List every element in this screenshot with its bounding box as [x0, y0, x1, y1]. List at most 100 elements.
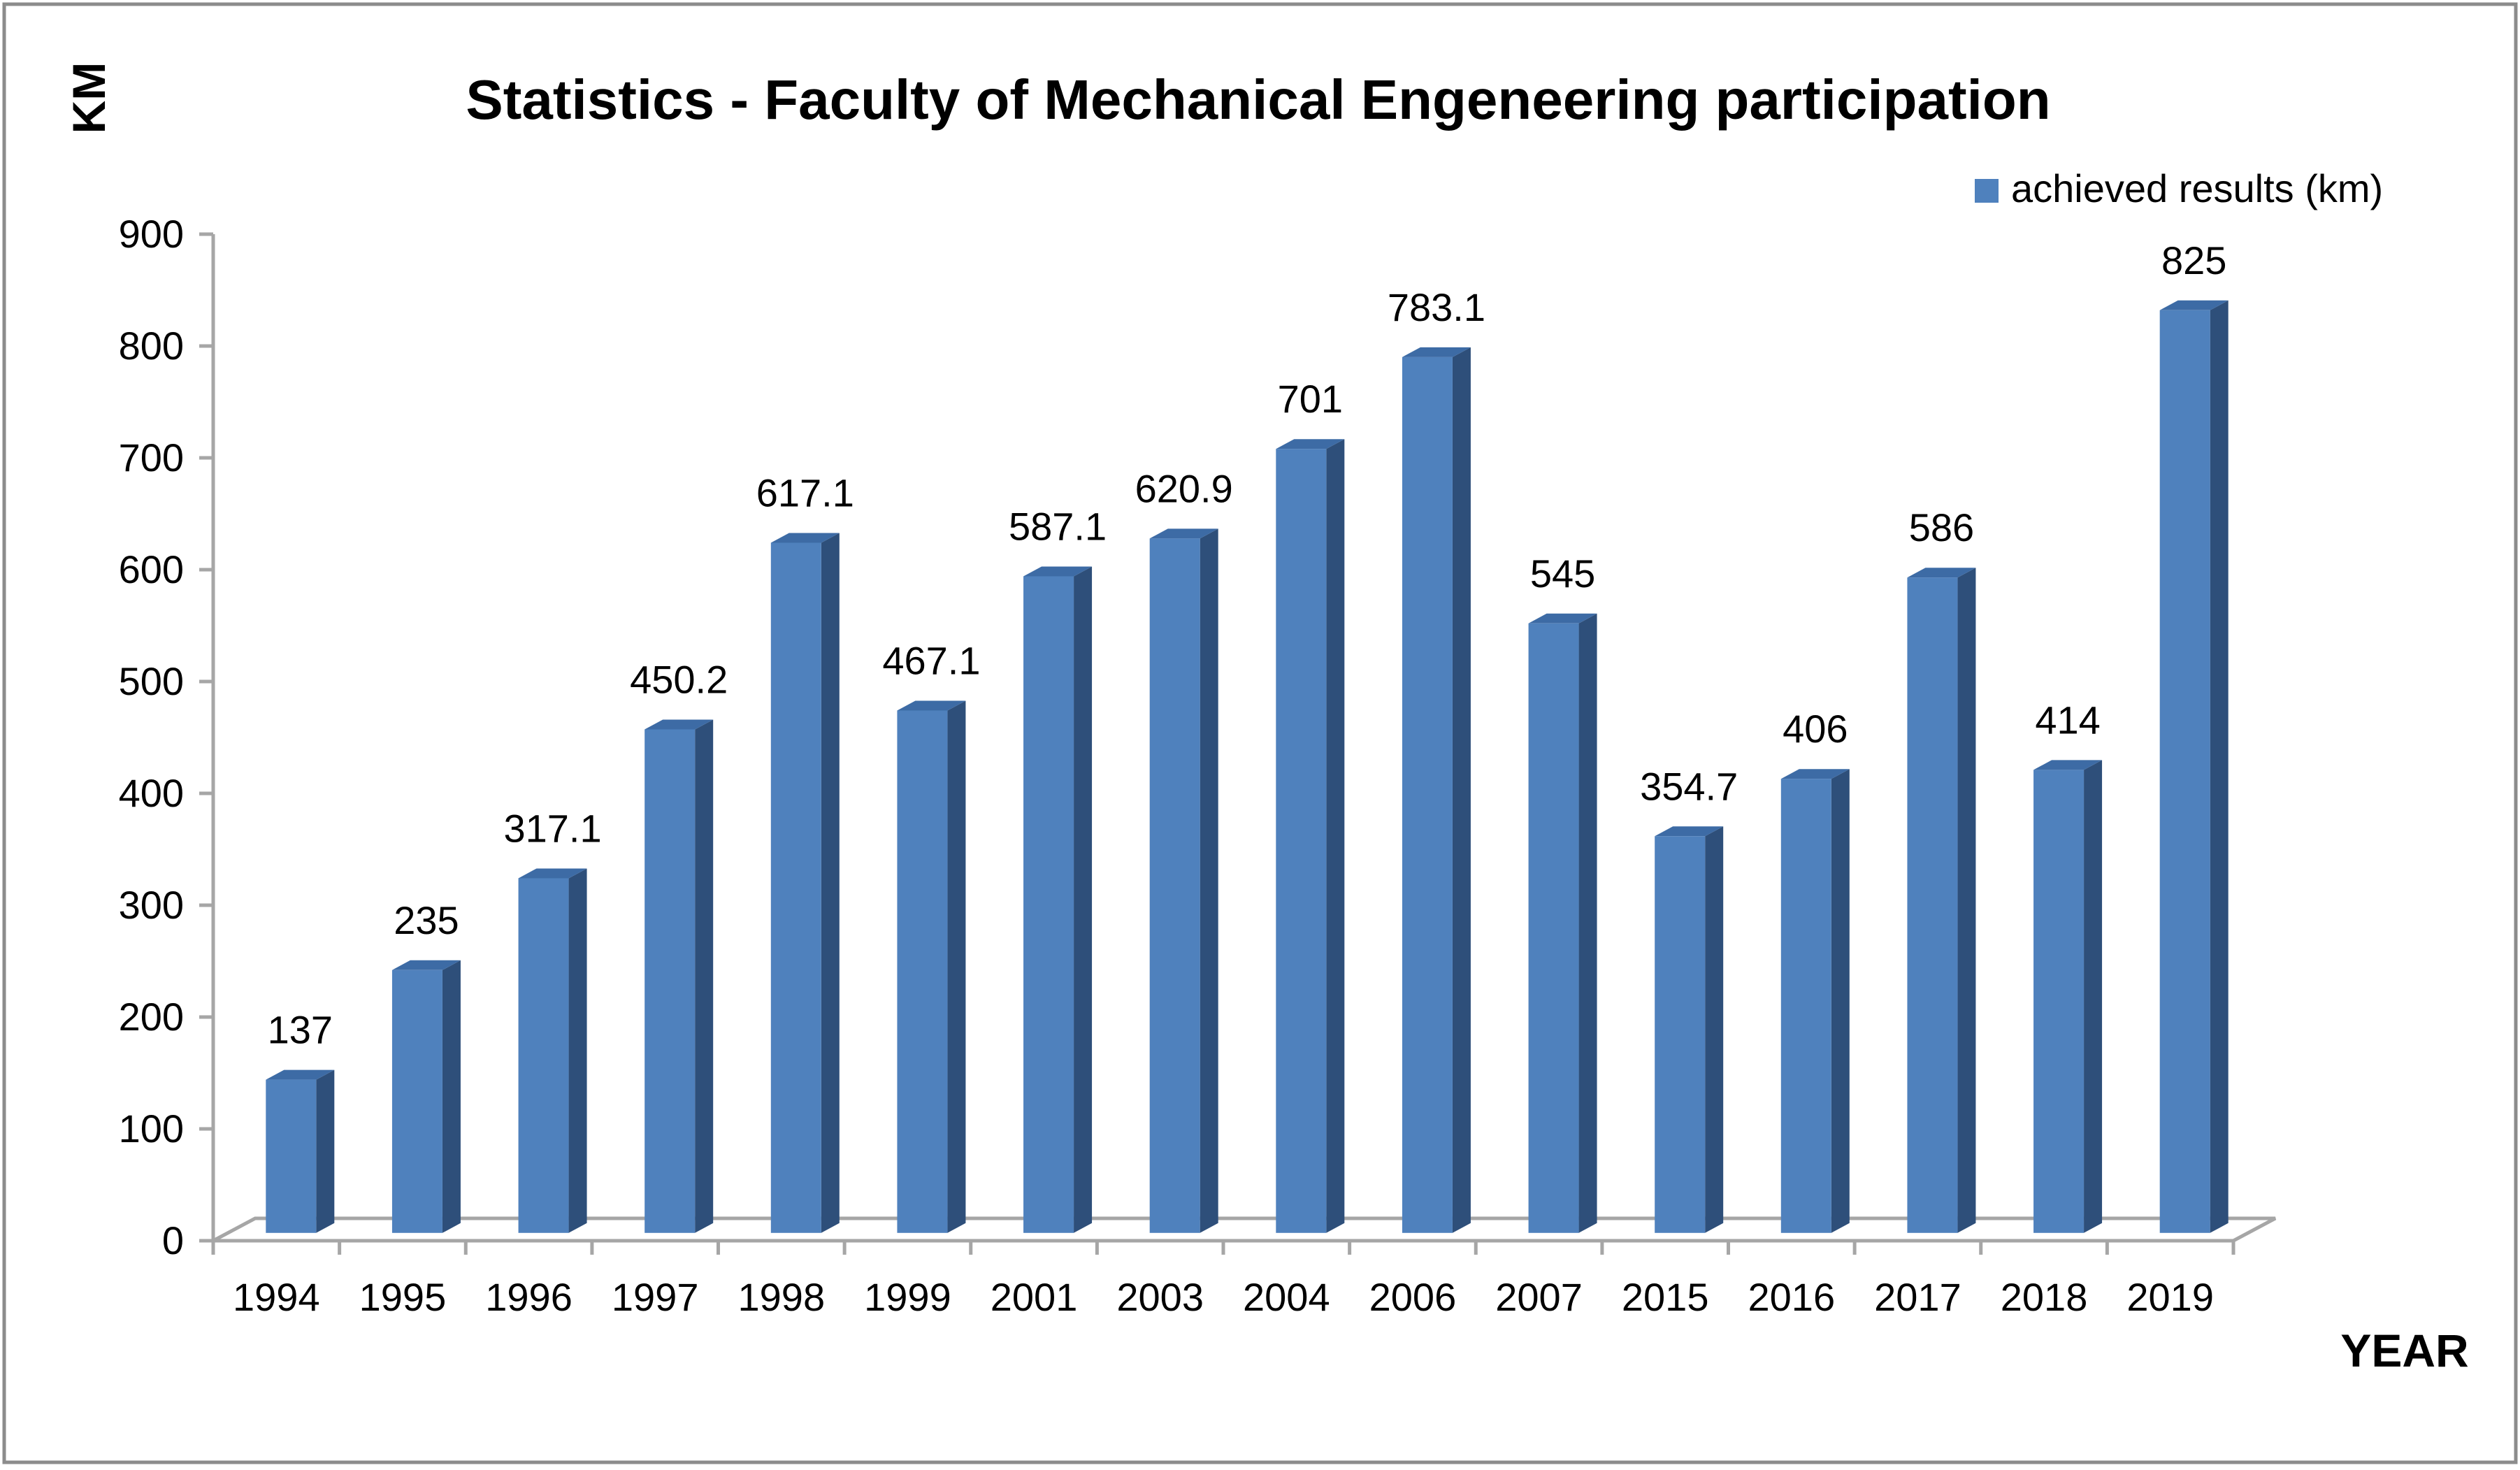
bar-side	[2084, 760, 2103, 1233]
y-tick-label: 700	[119, 435, 184, 480]
bars: 137 235 317.1 450.2 617.1 467.1 587.1 620.9 701 7…	[266, 238, 2229, 1233]
bar-group: 587.1	[1009, 504, 1107, 1233]
bar-top	[645, 719, 714, 730]
bar-side	[1705, 826, 1724, 1233]
data-label: 586	[1909, 505, 1974, 549]
bar-top	[1276, 439, 1345, 449]
bar	[1655, 836, 1706, 1233]
bar-group: 783.1	[1388, 285, 1485, 1233]
bar-side	[1831, 769, 1850, 1233]
x-tick-label: 1999	[864, 1275, 951, 1319]
bar-side	[947, 700, 966, 1233]
x-tick-label: 2007	[1495, 1275, 1583, 1319]
data-label: 235	[394, 898, 459, 942]
legend: achieved results (km)	[1975, 166, 2383, 210]
x-tick-label: 2017	[1874, 1275, 1961, 1319]
chart-title: Statistics - Faculty of Mechanical Engen…	[466, 69, 2050, 131]
bar-side	[1200, 528, 1218, 1233]
y-tick-label: 900	[119, 212, 184, 256]
y-tick-label: 100	[119, 1107, 184, 1151]
bar	[518, 878, 569, 1233]
bar-top	[1023, 566, 1093, 577]
bar	[1528, 623, 1579, 1233]
bar	[2033, 770, 2085, 1233]
bar-group: 620.9	[1135, 466, 1233, 1233]
bar	[897, 710, 948, 1233]
bar-top	[518, 868, 587, 879]
data-label: 545	[1530, 552, 1595, 596]
bar-group: 354.7	[1640, 764, 1738, 1233]
bar-side	[442, 960, 461, 1233]
bar-side	[1074, 566, 1093, 1233]
x-tick-label: 2004	[1243, 1275, 1330, 1319]
bar-top	[1528, 613, 1597, 624]
legend-label: achieved results (km)	[2011, 166, 2383, 210]
bar	[645, 729, 696, 1233]
x-tick-label: 2018	[2001, 1275, 2088, 1319]
bar	[266, 1079, 317, 1233]
bar	[2159, 310, 2210, 1233]
data-label: 406	[1783, 707, 1848, 751]
bar-top	[1149, 528, 1218, 539]
data-label: 587.1	[1009, 504, 1107, 548]
y-tick-label: 600	[119, 547, 184, 591]
bar-group: 545	[1528, 552, 1597, 1233]
x-tick-label: 2006	[1369, 1275, 1457, 1319]
data-label: 701	[1278, 377, 1343, 421]
y-tick-label: 200	[119, 995, 184, 1039]
bar-group: 317.1	[503, 806, 602, 1233]
bar-top	[1780, 769, 1850, 779]
bar	[1023, 576, 1074, 1233]
bar-top	[1907, 568, 1976, 578]
bar-group: 137	[266, 1008, 335, 1233]
bar-top	[266, 1069, 335, 1080]
x-tick-label: 1995	[359, 1275, 447, 1319]
bar-group: 406	[1780, 707, 1850, 1233]
x-tick-label: 1998	[738, 1275, 826, 1319]
x-tick-label: 2016	[1748, 1275, 1836, 1319]
bar	[1907, 577, 1958, 1233]
bar	[1402, 356, 1453, 1233]
y-tick-label: 500	[119, 659, 184, 703]
data-label: 354.7	[1640, 764, 1738, 808]
data-label: 620.9	[1135, 466, 1233, 510]
legend-swatch	[1975, 179, 1999, 203]
bar-side	[1578, 613, 1597, 1233]
x-tick-label: 1996	[485, 1275, 573, 1319]
x-tick-label: 2001	[991, 1275, 1078, 1319]
bar	[770, 542, 821, 1233]
y-tick-label: 800	[119, 324, 184, 368]
bar-side	[1957, 568, 1976, 1233]
x-tick-label: 2003	[1116, 1275, 1204, 1319]
bar-group: 825	[2159, 238, 2229, 1233]
data-label: 617.1	[756, 470, 854, 514]
bar-top	[897, 700, 966, 711]
data-label: 783.1	[1388, 285, 1485, 329]
x-tick-label: 2015	[1622, 1275, 1709, 1319]
bar-top	[2159, 300, 2229, 310]
data-label: 467.1	[882, 638, 980, 682]
bar-side	[821, 533, 840, 1233]
bar-group: 467.1	[882, 638, 981, 1233]
chart-floor	[212, 1216, 2277, 1243]
bar-group: 414	[2033, 698, 2103, 1233]
bar-group: 450.2	[630, 657, 728, 1233]
bar-side	[316, 1069, 335, 1233]
data-label: 137	[268, 1008, 333, 1052]
bar-side	[1452, 347, 1471, 1233]
x-axis-title: YEAR	[2340, 1325, 2468, 1376]
bar-side	[695, 719, 714, 1233]
bar-group: 586	[1907, 505, 1976, 1233]
bar-side	[568, 868, 587, 1233]
bar-group: 701	[1276, 377, 1345, 1233]
bar	[1149, 538, 1200, 1233]
x-tick-label: 1994	[233, 1275, 320, 1319]
bar	[391, 970, 442, 1233]
x-tick-label: 2019	[2126, 1275, 2214, 1319]
y-tick-label: 0	[162, 1218, 184, 1262]
bar-group: 235	[391, 898, 461, 1233]
y-tick-label: 400	[119, 771, 184, 815]
